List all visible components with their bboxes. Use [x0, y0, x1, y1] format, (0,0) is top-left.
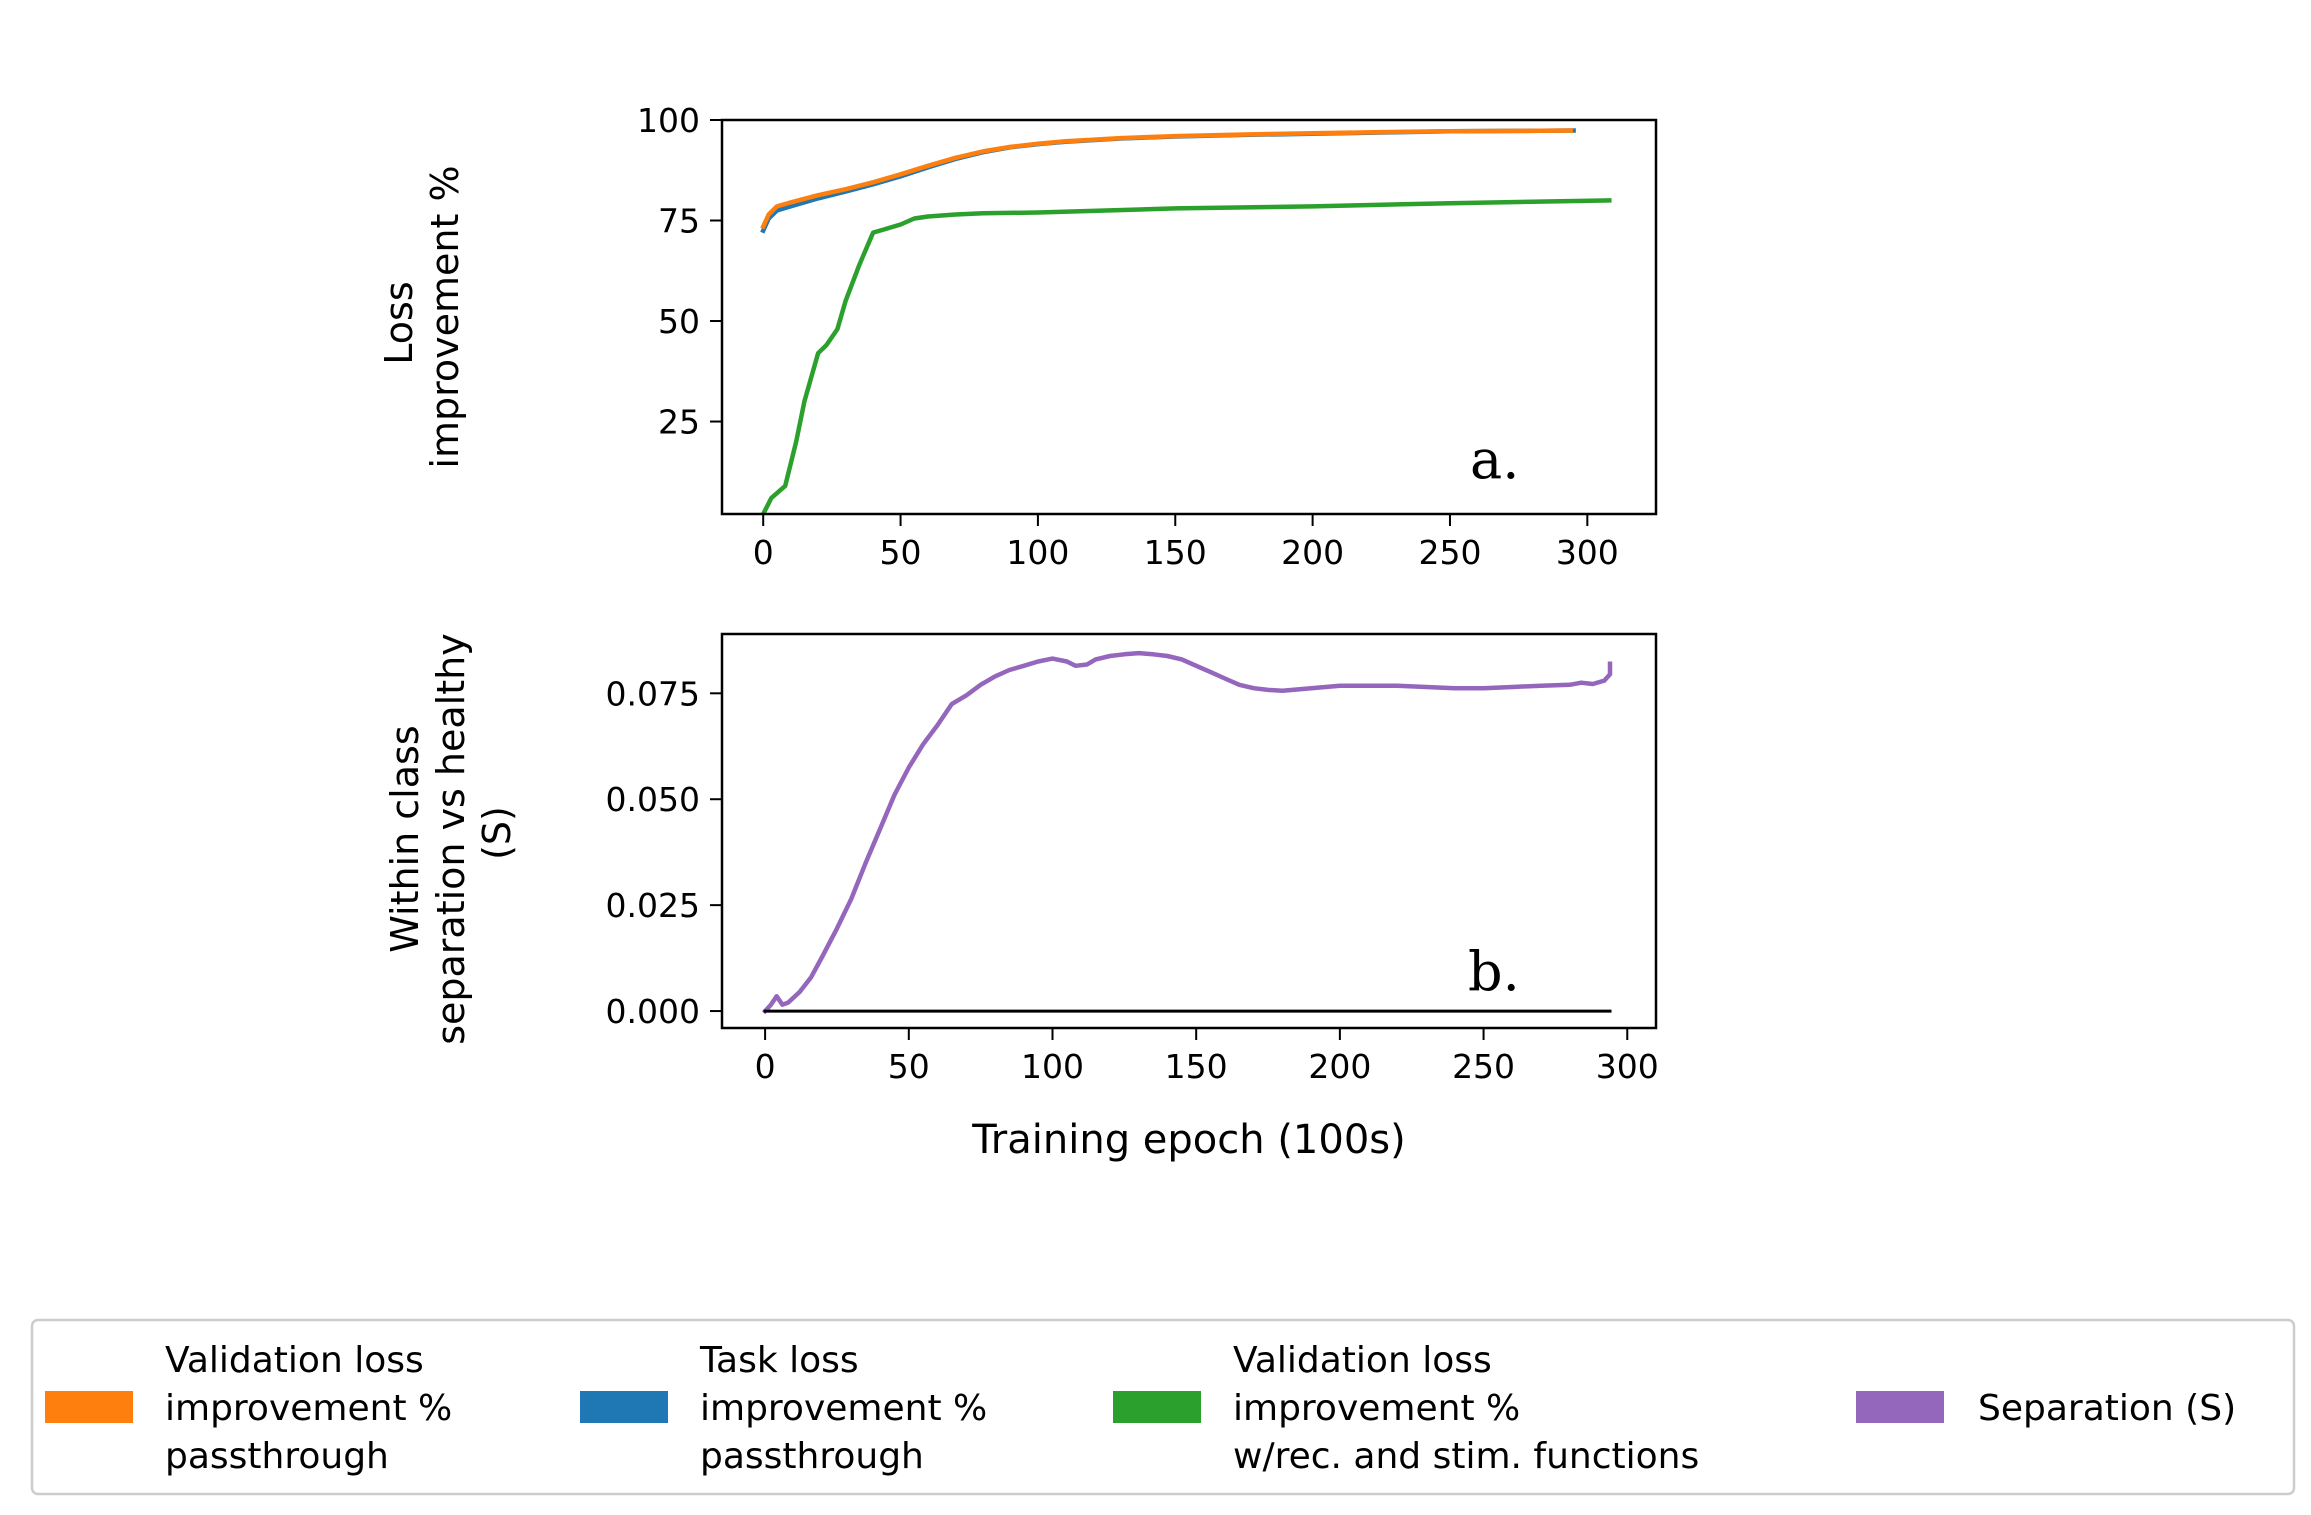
- panel-a-y-axis-label-line-1: Loss: [377, 281, 421, 364]
- legend-swatch-validation_rec_stim: [1113, 1391, 1201, 1423]
- legend-label-separation: Separation (S): [1978, 1388, 2236, 1429]
- x-tick-label: 150: [1144, 533, 1207, 572]
- panel-b-axes-frame: [720, 632, 1658, 1030]
- y-tick-label: 0.000: [606, 992, 700, 1031]
- legend-label-line: improvement %: [1233, 1388, 1520, 1429]
- x-axis-label: Training epoch (100s): [971, 1117, 1405, 1163]
- x-tick-label: 50: [880, 533, 922, 572]
- legend-label-validation_passthrough: Validation loss improvement % passthrough: [165, 1340, 452, 1477]
- panel-b-y-axis-label-line-2: separation vs healthy: [429, 633, 473, 1045]
- panel-a-series: [760, 128, 1612, 514]
- legend-swatch-task: [580, 1391, 668, 1423]
- x-tick-label: 200: [1308, 1047, 1371, 1086]
- legend-label-line: improvement %: [700, 1388, 987, 1429]
- y-tick-label: 0.050: [606, 780, 700, 819]
- x-tick-label: 100: [1006, 533, 1069, 572]
- x-tick-label: 100: [1021, 1047, 1084, 1086]
- y-tick-label: 25: [658, 403, 700, 442]
- panel-b-y-axis-label-line-3: (S): [475, 806, 519, 860]
- y-tick-label: 50: [658, 302, 700, 341]
- legend-label-line: w/rec. and stim. functions: [1233, 1436, 1699, 1477]
- panel-b-x-ticks: 0 50 100 150 200 250 300: [755, 1028, 1659, 1086]
- legend-label-line: Task loss: [699, 1340, 859, 1381]
- series-line-separation: [761, 650, 1613, 1015]
- legend-label-line: improvement %: [165, 1388, 452, 1429]
- y-tick-label: 100: [637, 101, 700, 140]
- panel-b-y-axis-label: Within class separation vs healthy (S): [383, 621, 519, 1045]
- x-tick-label: 300: [1556, 533, 1619, 572]
- legend-label-validation_rec_stim: Validation loss improvement % w/rec. and s…: [1233, 1340, 1699, 1477]
- x-tick-label: 0: [755, 1047, 776, 1086]
- panel-a-y-axis-label: Loss improvement %: [377, 165, 467, 468]
- x-tick-label: 50: [888, 1047, 930, 1086]
- panel-a-y-axis-label-line-2: improvement %: [423, 165, 467, 468]
- y-tick-label: 0.025: [606, 886, 700, 925]
- legend-label-line: passthrough: [165, 1436, 389, 1477]
- panel-a-label: a.: [1470, 428, 1519, 491]
- panel-b-separation: 0 50 100 150 200 250 300 0.0000.0250.0500.075 …: [383, 621, 1659, 1163]
- legend-label-task: Task loss improvement % passthrough: [699, 1340, 987, 1477]
- y-tick-label: 75: [658, 202, 700, 241]
- legend: Validation loss improvement % passthroughT…: [30, 1318, 2296, 1496]
- panel-a-x-ticks: 0 50 100 150 200 250 300: [753, 514, 1619, 572]
- legend-items: Validation loss improvement % passthroughT…: [45, 1340, 2236, 1477]
- panel-b-y-axis-label-line-1: Within class: [383, 725, 427, 952]
- series-line-validation_rec_stim: [760, 198, 1612, 514]
- panel-a-loss-improvement: 0 50 100 150 200 250 300 25 50 75 100 a. Loss imp…: [377, 101, 1658, 572]
- legend-label-line: Validation loss: [1233, 1340, 1492, 1381]
- panel-b-label: b.: [1468, 940, 1520, 1003]
- x-tick-label: 200: [1281, 533, 1344, 572]
- panel-a-axes-frame: [720, 118, 1658, 516]
- y-tick-label: 0.075: [606, 674, 700, 713]
- x-tick-label: 300: [1596, 1047, 1659, 1086]
- x-tick-label: 0: [753, 533, 774, 572]
- panel-b-series: [761, 650, 1613, 1015]
- legend-label-line: Separation (S): [1978, 1388, 2236, 1429]
- x-tick-label: 250: [1418, 533, 1481, 572]
- x-tick-label: 250: [1452, 1047, 1515, 1086]
- legend-swatch-validation_passthrough: [45, 1391, 133, 1423]
- series-line-validation_passthrough: [760, 128, 1574, 230]
- legend-label-line: passthrough: [700, 1436, 924, 1477]
- panel-b-y-ticks: 0.000 0.025 0.050 0.075: [606, 674, 722, 1031]
- panel-a-y-ticks: 25 50 75 100: [637, 101, 722, 442]
- legend-swatch-separation: [1856, 1391, 1944, 1423]
- x-tick-label: 150: [1165, 1047, 1228, 1086]
- legend-label-line: Validation loss: [165, 1340, 424, 1381]
